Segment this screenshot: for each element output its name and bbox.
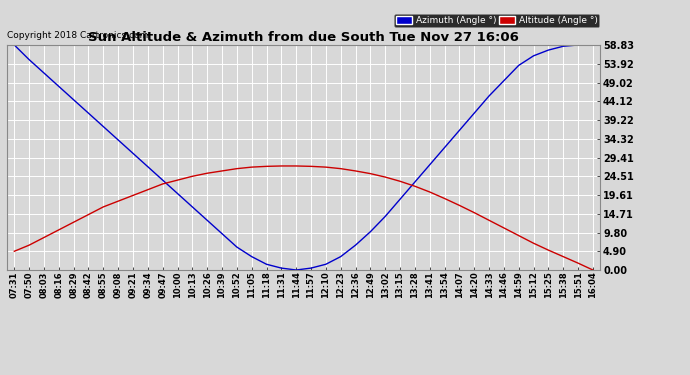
Legend: Azimuth (Angle °), Altitude (Angle °): Azimuth (Angle °), Altitude (Angle °)	[394, 14, 600, 27]
Title: Sun Altitude & Azimuth from due South Tue Nov 27 16:06: Sun Altitude & Azimuth from due South Tu…	[88, 31, 519, 44]
Text: Copyright 2018 Cartronics.com: Copyright 2018 Cartronics.com	[7, 32, 148, 40]
